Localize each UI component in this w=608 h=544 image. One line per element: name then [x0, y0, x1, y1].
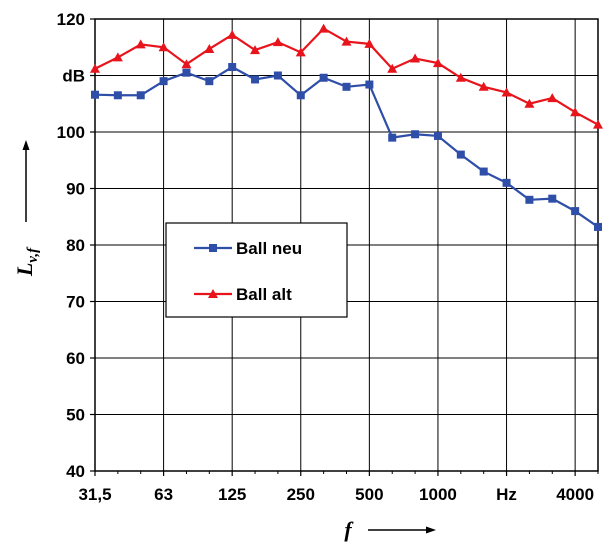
- data-point-ball-neu: [159, 77, 168, 86]
- legend-item-ball-neu: Ball neu: [194, 239, 302, 258]
- data-point-ball-neu: [296, 91, 305, 100]
- series-ball-alt: [90, 23, 603, 129]
- x-tick-label: 4000: [556, 485, 594, 504]
- data-point-ball-neu: [433, 131, 442, 140]
- y-tick-label: 60: [66, 349, 85, 368]
- data-point-ball-neu: [136, 91, 145, 100]
- data-point-ball-alt: [501, 87, 512, 97]
- data-point-ball-alt: [432, 58, 443, 68]
- legend-label: Ball alt: [236, 285, 292, 304]
- legend-box: [165, 222, 348, 318]
- data-point-ball-alt: [272, 37, 283, 47]
- x-axis-ticks: 31,5 63 125 250 500 1000 Hz 4000: [78, 471, 599, 504]
- data-point-ball-neu: [548, 194, 557, 203]
- data-point-ball-alt: [112, 52, 123, 62]
- data-point-ball-alt: [341, 36, 352, 46]
- y-tick-label: 50: [66, 406, 85, 425]
- data-point-ball-neu: [479, 167, 488, 176]
- x-tick-label: 1000: [419, 485, 457, 504]
- data-point-ball-alt: [90, 63, 100, 73]
- y-tick-label: 80: [66, 236, 85, 255]
- legend-marker: [209, 244, 217, 252]
- y-tick-label: 100: [57, 123, 85, 142]
- legend-item-ball-alt: Ball alt: [194, 285, 292, 304]
- data-point-ball-neu: [525, 195, 534, 204]
- data-point-ball-alt: [410, 53, 421, 63]
- data-point-ball-alt: [455, 72, 466, 82]
- data-point-ball-alt: [478, 81, 489, 91]
- x-tick-label: 31,5: [78, 485, 111, 504]
- data-point-ball-neu: [571, 207, 580, 216]
- x-tick-label: 63: [154, 485, 173, 504]
- y-axis-label: Lv,f: [12, 140, 41, 277]
- y-tick-label: 70: [66, 293, 85, 312]
- data-point-ball-alt: [250, 45, 261, 55]
- series-layer: [90, 23, 603, 231]
- data-point-ball-alt: [227, 29, 238, 39]
- data-point-ball-alt: [204, 43, 215, 53]
- x-axis-arrow-head: [426, 526, 436, 534]
- series-line-ball-neu: [94, 65, 599, 228]
- data-point-ball-alt: [318, 23, 329, 33]
- data-point-ball-alt: [295, 47, 306, 57]
- y-axis-ticks: 40 50 60 70 80 90 100 dB 120: [57, 10, 95, 481]
- data-point-ball-neu: [342, 82, 351, 91]
- data-point-ball-alt: [570, 107, 581, 117]
- x-axis-label: f: [344, 517, 436, 542]
- data-point-ball-neu: [91, 90, 99, 99]
- data-point-ball-neu: [251, 75, 260, 84]
- legend-marker: [208, 289, 218, 298]
- data-point-ball-alt: [387, 63, 398, 73]
- x-tick-label: 250: [287, 485, 315, 504]
- data-point-ball-neu: [365, 80, 374, 89]
- y-tick-label: 90: [66, 180, 85, 199]
- y-tick-label: dB: [62, 67, 85, 86]
- series-ball-neu: [91, 63, 602, 231]
- x-tick-label: 125: [218, 485, 246, 504]
- y-axis-arrow-head: [22, 140, 30, 150]
- y-tick-label: 40: [66, 462, 85, 481]
- data-point-ball-alt: [547, 93, 558, 103]
- data-point-ball-alt: [524, 98, 535, 108]
- x-tick-label: 500: [355, 485, 383, 504]
- data-point-ball-neu: [456, 150, 465, 159]
- x-tick-label: Hz: [496, 485, 517, 504]
- y-axis-label-main: Lv,f: [12, 246, 41, 277]
- data-point-ball-alt: [181, 59, 192, 69]
- data-point-ball-neu: [182, 68, 191, 77]
- legend: Ball neu Ball alt: [165, 222, 348, 318]
- data-point-ball-alt: [364, 38, 375, 48]
- data-point-ball-neu: [205, 77, 214, 86]
- x-axis-label-main: f: [344, 517, 354, 542]
- data-point-ball-neu: [273, 71, 282, 80]
- data-point-ball-alt: [158, 42, 169, 52]
- data-point-ball-neu: [594, 222, 602, 231]
- data-point-ball-alt: [593, 119, 603, 129]
- data-point-ball-neu: [388, 133, 397, 142]
- data-point-ball-neu: [228, 63, 237, 72]
- y-tick-label: 120: [57, 10, 85, 29]
- data-point-ball-neu: [411, 130, 420, 139]
- data-point-ball-neu: [502, 178, 511, 187]
- data-point-ball-neu: [113, 91, 122, 100]
- legend-label: Ball neu: [236, 239, 302, 258]
- data-point-ball-alt: [135, 39, 146, 49]
- data-point-ball-neu: [319, 73, 328, 82]
